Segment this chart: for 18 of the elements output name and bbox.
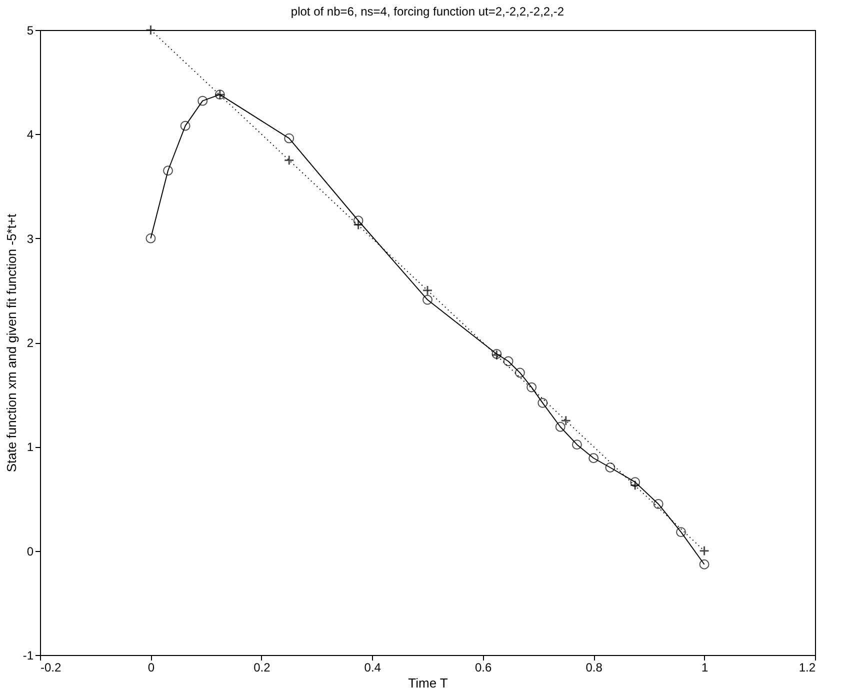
x-tick-label: 1 [701, 660, 708, 674]
y-tick-label: 3 [26, 232, 34, 246]
x-tick-label: 0.2 [254, 660, 271, 674]
y-tick-label: 2 [26, 336, 34, 350]
x-axis-title: Time T [408, 676, 448, 690]
x-tick-label: 0 [148, 660, 155, 674]
x-tick-label: 1.2 [798, 660, 816, 674]
y-tick-label: 4 [26, 128, 34, 142]
chart-title: plot of nb=6, ns=4, forcing function ut=2,-2,2,-2,2,-2 [290, 4, 564, 19]
y-axis-title: State function xm and given fit function -5*t+t [4, 213, 19, 472]
x-tick-label: -0.2 [40, 660, 62, 674]
y-tick-label: 0 [26, 544, 34, 558]
x-tick-label: 0.6 [475, 660, 492, 674]
x-tick-label: 0.4 [364, 660, 382, 674]
y-tick-label: -1 [22, 648, 34, 662]
y-tick-label: 5 [26, 24, 34, 38]
x-tick-label: 0.8 [586, 660, 603, 674]
y-tick-label: 1 [26, 440, 34, 454]
